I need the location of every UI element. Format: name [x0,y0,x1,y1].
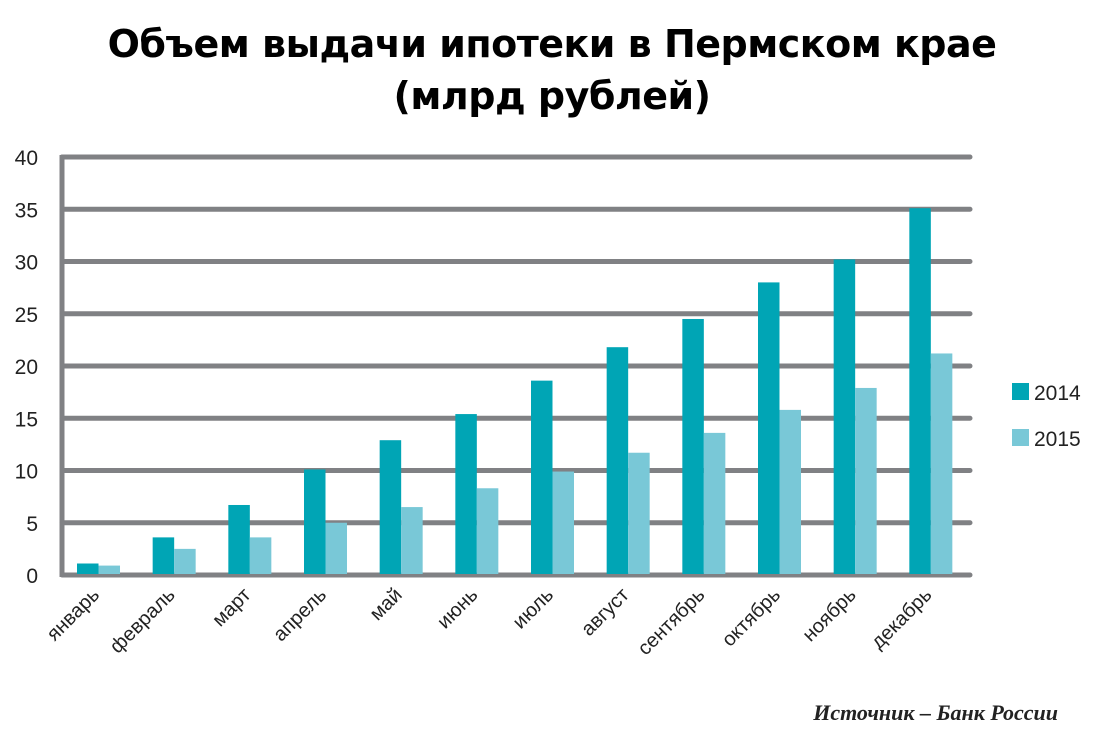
bar-2015 [325,522,347,574]
chart-title-main: Объем выдачи ипотеки в Пермском крае [107,22,997,66]
y-tick-label: 30 [15,252,38,275]
bar-2014 [833,259,856,574]
bar-2014 [379,440,402,574]
bar-2014 [909,208,931,574]
y-tick-label: 20 [15,356,38,379]
legend-label-2014: 2014 [1034,382,1081,405]
y-tick-label: 5 [26,513,38,536]
bar-2014 [758,282,780,574]
legend-swatch-2015 [1012,429,1029,446]
x-tick-label: июль [509,584,558,633]
bar-2015 [401,507,423,574]
x-tick-label: март [208,584,255,631]
x-tick-label: октябрь [718,584,785,651]
x-tick-label: декабрь [867,584,936,653]
chart-subtitle: (млрд рублей) [393,74,711,118]
y-tick-label: 10 [15,461,38,484]
x-tick-label: ноябрь [798,584,860,646]
bar-2015 [855,387,877,574]
bar-2014 [606,347,629,574]
bar-2014 [455,414,477,574]
bar-2014 [77,563,99,574]
bar-2015 [476,488,499,574]
bar-2015 [552,471,574,574]
x-tick-label: сентябрь [634,584,710,660]
x-tick-label: февраль [106,584,180,658]
legend-swatch-2014 [1012,383,1029,400]
legend-label-2015: 2015 [1034,428,1081,451]
chart-title: Объем выдачи ипотеки в Пермском крае (мл… [0,18,1104,122]
bar-2014 [304,469,326,574]
bar-2014 [228,504,250,574]
bar-2014 [152,537,175,574]
y-tick-label: 40 [15,147,38,170]
bar-2014 [531,380,553,574]
x-tick-label: июнь [433,584,482,633]
x-tick-label: январь [43,584,104,645]
bar-2015 [779,409,801,574]
source-note: Источник – Банк России [813,700,1058,725]
x-tick-label: апрель [269,584,331,646]
y-tick-label: 35 [15,199,38,222]
bar-2015 [98,565,120,574]
y-tick-label: 25 [15,304,38,327]
y-tick-label: 15 [15,408,38,431]
bar-2015 [930,353,953,574]
bar-2015 [703,432,726,574]
bar-2015 [249,537,272,574]
bar-2015 [174,548,196,574]
x-tick-label: май [366,584,407,625]
bar-2015 [628,452,650,574]
y-tick-label: 0 [26,565,38,588]
bar-2014 [682,318,704,574]
x-tick-label: август [577,584,634,641]
